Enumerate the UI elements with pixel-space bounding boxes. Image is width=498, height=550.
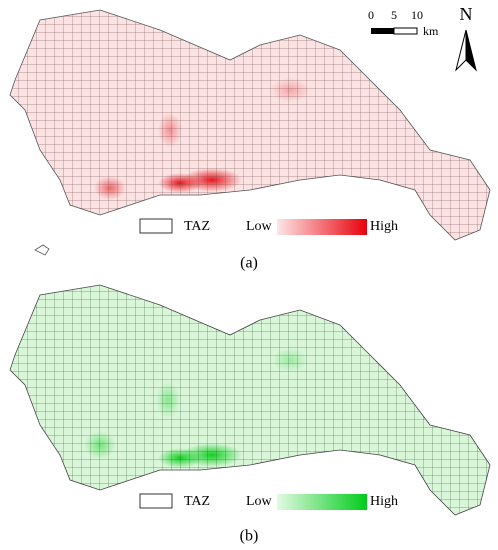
- panel-a: TAZ Low High (a): [9, 9, 491, 272]
- legend-label: TAZ: [184, 219, 210, 234]
- map: [10, 285, 490, 515]
- scale-tick: 10: [411, 8, 423, 22]
- map-outline: [9, 284, 491, 516]
- legend-low: Low: [246, 219, 273, 234]
- legend-gradient: [277, 219, 367, 235]
- scale-tick: 0: [368, 8, 374, 22]
- scale-unit: km: [423, 24, 439, 38]
- legend-high: High: [370, 494, 398, 509]
- legend-label: TAZ: [184, 494, 210, 509]
- legend-box: [139, 493, 173, 509]
- north-arrow: N: [455, 4, 477, 72]
- caption: (a): [240, 255, 258, 272]
- scale-tick: 5: [391, 8, 397, 22]
- island: [34, 244, 50, 256]
- legend-high: High: [370, 219, 398, 234]
- scale-bar: 0 5 10 km: [368, 8, 439, 38]
- map-outline: [9, 9, 491, 241]
- legend-box: [139, 218, 173, 234]
- panel-b: TAZ Low High (b): [9, 284, 491, 545]
- legend-low: Low: [246, 494, 273, 509]
- caption: (b): [240, 528, 259, 545]
- legend-gradient: [277, 494, 367, 510]
- north-label: N: [460, 4, 473, 24]
